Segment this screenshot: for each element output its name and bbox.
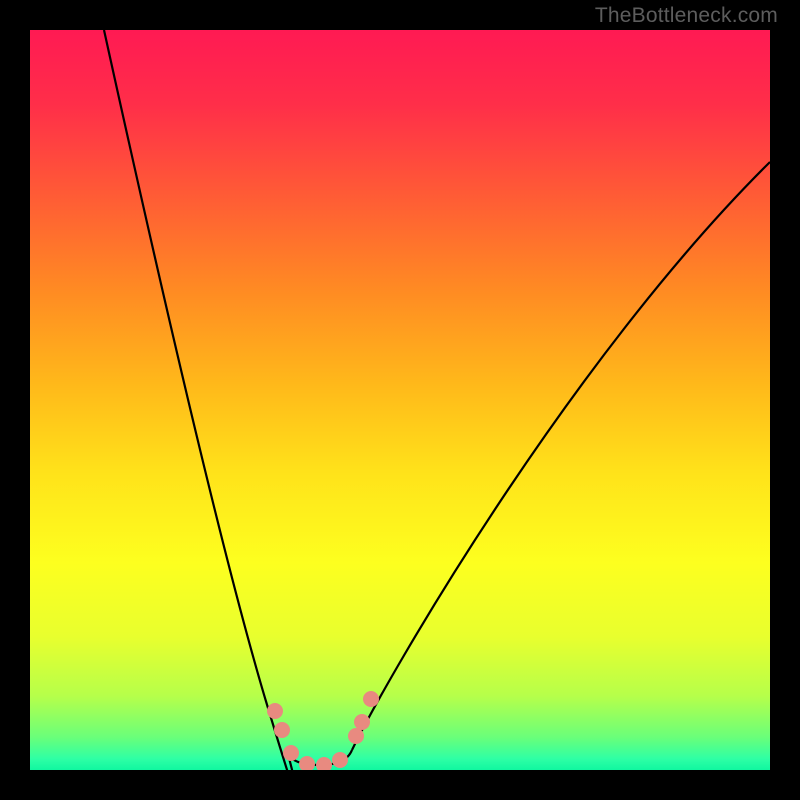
marker-dot	[354, 714, 370, 730]
marker-dot	[332, 752, 348, 768]
marker-dot	[283, 745, 299, 761]
watermark-text: TheBottleneck.com	[595, 4, 778, 28]
marker-dot	[363, 691, 379, 707]
gradient-background	[30, 30, 770, 770]
marker-dot	[348, 728, 364, 744]
chart-container	[30, 30, 770, 770]
marker-dot	[267, 703, 283, 719]
bottleneck-chart	[30, 30, 770, 770]
marker-dot	[274, 722, 290, 738]
